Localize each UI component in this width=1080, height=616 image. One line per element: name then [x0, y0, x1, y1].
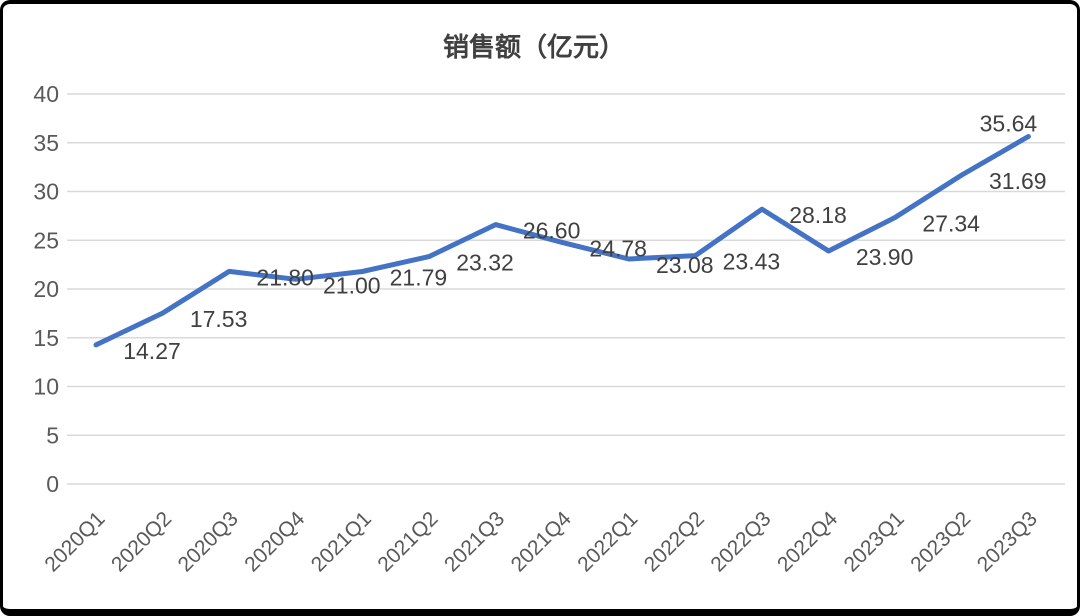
y-axis-tick-label: 30: [33, 179, 59, 205]
gridlines-group: [67, 93, 1065, 485]
y-axis-tick-label: 40: [33, 81, 59, 107]
sales-line-series: [93, 134, 1031, 348]
y-axis-tick-label: 25: [33, 227, 59, 253]
x-axis-tick-label: 2022Q4: [773, 507, 842, 576]
data-labels-group: 14.27 17.53 21.80 21.00 21.79 23.32 26.60 24.78…: [123, 111, 1046, 364]
data-point-label: 27.34: [922, 210, 980, 236]
y-axis-tick-label: 10: [33, 374, 59, 400]
data-point-label: 21.00: [323, 272, 381, 298]
chart-title: 销售额（亿元）: [443, 32, 625, 62]
y-axis-tick-label: 0: [46, 471, 59, 497]
x-axis-tick-label: 2023Q2: [906, 507, 975, 576]
data-point-label: 23.08: [656, 252, 714, 278]
x-axis-tick-label: 2020Q4: [240, 507, 309, 576]
y-axis-tick-label: 20: [33, 276, 59, 302]
data-point-label: 35.64: [980, 111, 1038, 137]
x-axis-tick-label: 2021Q4: [507, 507, 576, 576]
data-point-label: 17.53: [190, 306, 248, 332]
x-axis-tick-label: 2023Q1: [840, 507, 909, 576]
data-point-label: 23.32: [456, 250, 514, 276]
x-axis-tick-label: 2020Q3: [174, 507, 243, 576]
x-axis-labels-group: 2020Q12020Q22020Q32020Q42021Q12021Q22021…: [40, 507, 1042, 576]
x-axis-tick-label: 2020Q1: [40, 507, 109, 576]
y-axis-tick-label: 35: [33, 130, 59, 156]
x-axis-tick-label: 2021Q1: [307, 507, 376, 576]
data-point-label: 31.69: [989, 168, 1047, 194]
data-point-label: 21.80: [256, 264, 314, 290]
data-point-label: 24.78: [589, 235, 647, 261]
x-axis-tick-label: 2022Q2: [640, 507, 709, 576]
y-axis-tick-label: 15: [33, 325, 59, 351]
data-point-label: 21.79: [390, 265, 448, 291]
x-axis-tick-label: 2021Q3: [440, 507, 509, 576]
x-axis-tick-label: 2023Q3: [973, 507, 1042, 576]
y-axis-labels-group: 0 5 10 15 20 25 30 35 40: [33, 81, 59, 497]
x-axis-tick-label: 2022Q1: [573, 507, 642, 576]
data-point-label: 28.18: [789, 202, 847, 228]
data-point-label: 26.60: [523, 218, 581, 244]
x-axis-tick-label: 2020Q2: [107, 507, 176, 576]
data-point-label: 23.43: [723, 249, 781, 275]
x-axis-tick-label: 2021Q2: [373, 507, 442, 576]
y-axis-tick-label: 5: [46, 422, 59, 448]
series-group: [93, 134, 1031, 348]
data-point-label: 14.27: [123, 338, 181, 364]
x-axis-tick-label: 2022Q3: [706, 507, 775, 576]
data-point-label: 23.90: [856, 244, 914, 270]
